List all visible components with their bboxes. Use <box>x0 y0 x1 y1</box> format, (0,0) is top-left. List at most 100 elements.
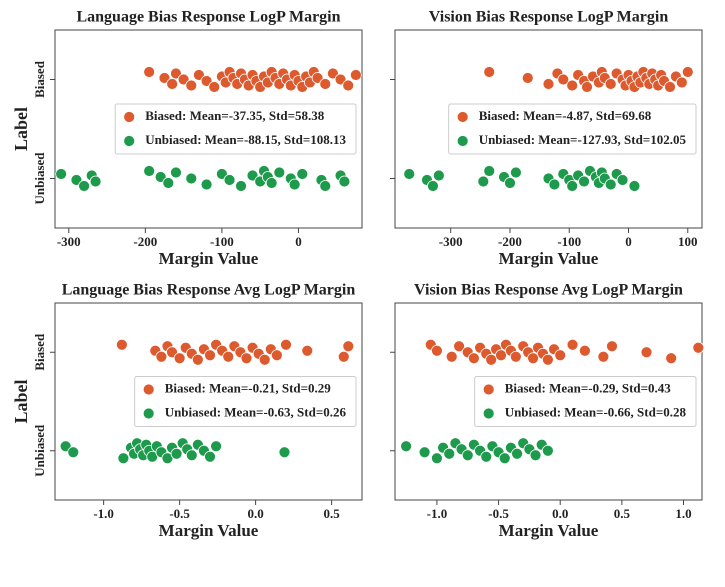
x-tick-label: -0.5 <box>169 506 190 521</box>
y-axis-label: Label <box>11 379 31 423</box>
data-point <box>521 72 534 84</box>
data-point <box>288 178 301 191</box>
legend-box <box>134 376 357 427</box>
x-axis-label: Margin Value <box>499 521 599 540</box>
legend-marker <box>142 383 155 396</box>
data-point <box>185 449 198 462</box>
chart-title: Language Bias Response Avg LogP Margin <box>62 282 356 299</box>
x-tick-label: 100 <box>678 234 698 249</box>
data-point <box>597 350 610 363</box>
data-point <box>692 341 705 354</box>
x-axis-label: Margin Value <box>159 249 259 268</box>
legend-label: Unbiased: Mean=-88.15, Std=108.13 <box>145 132 346 147</box>
data-point <box>483 165 496 177</box>
data-point <box>581 81 593 93</box>
data-point <box>235 180 247 192</box>
data-point <box>640 346 653 359</box>
data-point <box>527 352 539 365</box>
data-point <box>67 446 80 459</box>
data-point <box>548 178 561 191</box>
y-tick-label: Unbiased <box>32 424 47 477</box>
legend-box <box>474 376 697 427</box>
data-point <box>173 352 186 365</box>
chart-title: Vision Bias Response LogP Margin <box>429 9 669 26</box>
y-axis-label: Label <box>11 107 31 151</box>
data-point <box>143 66 156 78</box>
data-point <box>445 350 458 363</box>
data-point <box>480 450 493 463</box>
legend-marker <box>482 383 495 396</box>
data-point <box>431 344 443 357</box>
data-point <box>223 174 236 186</box>
legend-marker <box>142 407 155 420</box>
data-point <box>510 166 522 179</box>
data-point <box>477 175 490 188</box>
x-tick-label: 0 <box>625 234 632 249</box>
data-point <box>468 352 480 365</box>
data-point <box>504 177 516 189</box>
data-point <box>578 175 590 188</box>
data-point <box>301 344 314 357</box>
x-tick-label: 0.0 <box>552 506 568 521</box>
legend-box <box>114 103 357 155</box>
data-point <box>427 180 439 192</box>
data-point <box>675 76 688 89</box>
data-point <box>616 174 629 186</box>
x-axis-label: Margin Value <box>159 521 259 540</box>
legend-label: Biased: Mean=-37.35, Std=58.38 <box>145 108 325 123</box>
legend-label: Unbiased: Mean=-127.93, Std=102.05 <box>479 132 687 147</box>
x-tick-label: -1.0 <box>93 506 114 521</box>
x-tick-label: -100 <box>210 234 234 249</box>
x-tick-label: 0.5 <box>323 506 340 521</box>
y-tick-label: Biased <box>32 60 47 98</box>
data-point <box>529 449 542 462</box>
data-point <box>566 180 579 192</box>
x-tick-label: 0.5 <box>614 506 631 521</box>
data-point <box>296 168 309 180</box>
x-tick-label: -300 <box>439 234 463 249</box>
data-point <box>681 66 694 78</box>
data-point <box>89 175 102 188</box>
data-point <box>166 78 179 90</box>
data-point <box>400 440 412 453</box>
data-point <box>115 338 128 351</box>
data-point <box>240 352 253 365</box>
data-point <box>665 352 678 365</box>
data-point <box>542 78 555 90</box>
data-point <box>566 79 579 92</box>
data-point <box>338 175 351 188</box>
x-tick-label: 0.0 <box>247 506 263 521</box>
axes-frame <box>394 29 703 229</box>
data-point <box>349 69 362 81</box>
data-point <box>208 81 221 93</box>
data-point <box>453 340 466 353</box>
data-point <box>273 166 286 179</box>
data-point <box>664 81 676 93</box>
data-point <box>222 350 235 363</box>
legend-label: Unbiased: Mean=-0.63, Std=0.26 <box>165 404 347 419</box>
legend-marker <box>456 111 469 123</box>
data-point <box>342 340 355 353</box>
data-point <box>78 180 90 192</box>
x-tick-label: 1.0 <box>675 506 691 521</box>
data-point <box>541 444 554 457</box>
data-point <box>557 73 570 86</box>
data-point <box>432 169 445 182</box>
y-tick-label: Biased <box>32 333 47 371</box>
x-tick-label: -200 <box>133 234 157 249</box>
data-point <box>155 350 168 363</box>
legend: Biased: Mean=-0.29, Std=0.43 Unbiased: Me… <box>474 376 697 427</box>
data-point <box>319 78 332 90</box>
data-point <box>628 180 641 192</box>
x-tick-label: -200 <box>498 234 522 249</box>
legend-label: Unbiased: Mean=-0.66, Std=0.28 <box>505 404 687 419</box>
data-point <box>204 349 216 362</box>
legend-marker <box>123 135 136 147</box>
data-point <box>509 350 522 363</box>
legend-label: Biased: Mean=-4.87, Std=69.68 <box>479 108 652 123</box>
legend-marker <box>123 111 136 123</box>
data-point <box>117 452 130 465</box>
data-point <box>210 440 222 453</box>
data-point <box>495 349 507 362</box>
data-point <box>162 177 175 189</box>
